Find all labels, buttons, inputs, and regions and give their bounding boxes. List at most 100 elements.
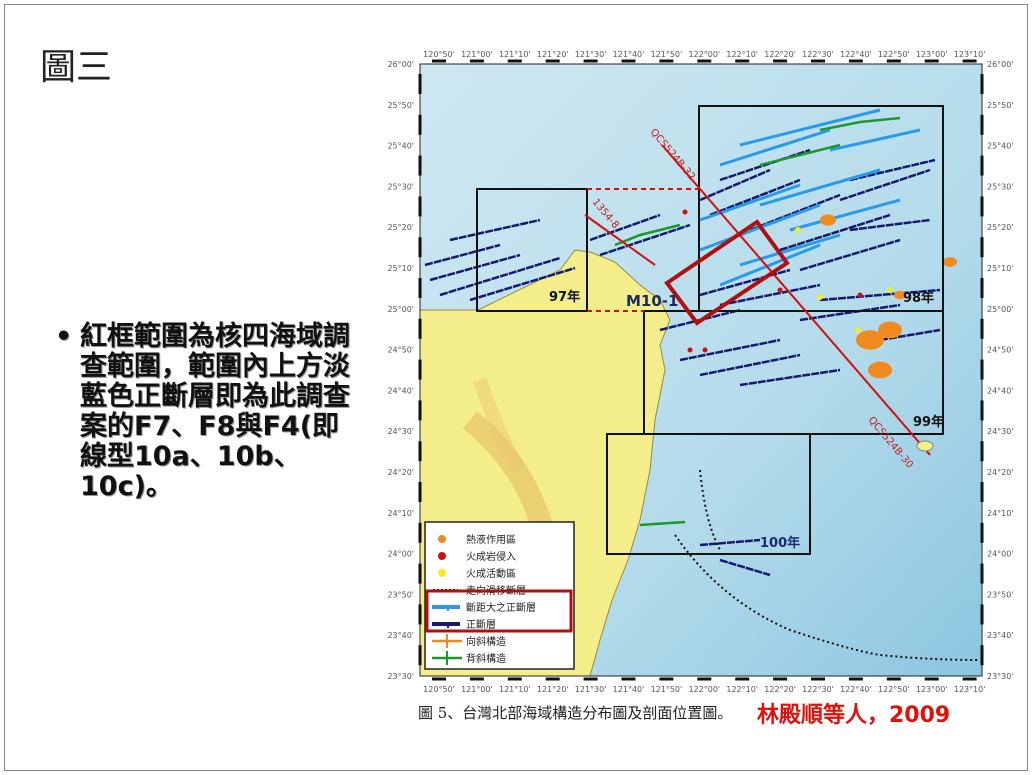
legend-item: 背斜構造 <box>432 651 506 665</box>
longitude-label: 122°40' <box>840 50 872 59</box>
normal-fault <box>699 268 791 297</box>
large-normal-fault <box>739 233 841 267</box>
latitude-label: 25°10' <box>987 264 1014 273</box>
large-normal-fault <box>719 128 831 167</box>
longitude-label: 123°10' <box>954 50 986 59</box>
latitude-label: 25°10' <box>387 264 414 273</box>
normal-fault <box>699 168 771 202</box>
latitude-label: 24°00' <box>987 550 1014 559</box>
normal-fault <box>439 256 561 297</box>
longitude-label: 121°50' <box>651 50 683 59</box>
latitude-label: 24°50' <box>987 346 1014 355</box>
longitude-label: 121°50' <box>651 685 683 694</box>
latitude-label: 23°50' <box>987 590 1014 599</box>
legend-item: 正斷層 <box>432 618 496 631</box>
latitude-label: 24°10' <box>387 509 414 518</box>
normal-fault <box>449 218 541 242</box>
label-98: 98年 <box>903 290 934 306</box>
hydrothermal-zone <box>820 214 836 226</box>
longitude-label: 121°20' <box>537 50 569 59</box>
hydrothermal-zone <box>868 361 892 379</box>
latitude-label: 25°30' <box>387 182 414 191</box>
hydrothermal-zone <box>878 321 902 339</box>
longitude-label: 121°40' <box>613 685 645 694</box>
latitude-label: 23°50' <box>387 590 414 599</box>
slide-title: 圖三 <box>40 47 113 88</box>
normal-fault <box>719 283 821 307</box>
anticline <box>639 520 686 527</box>
latitude-label: 23°40' <box>387 631 414 640</box>
volcanic-zone <box>795 227 801 233</box>
latitude-label: 25°20' <box>987 223 1014 232</box>
longitude-label: 122°10' <box>726 50 758 59</box>
label-97: 97年 <box>549 289 580 305</box>
normal-fault <box>469 266 576 302</box>
igneous-intrusion <box>687 347 693 353</box>
large-normal-fault <box>719 243 821 287</box>
latitude-label: 24°40' <box>987 386 1014 395</box>
legend-label: 熱液作用區 <box>466 533 516 546</box>
longitude-label: 122°30' <box>802 685 834 694</box>
credit: 林殿順等人，2009 <box>757 703 951 728</box>
longitude-label: 123°10' <box>954 685 986 694</box>
hydrothermal-zone <box>856 330 884 350</box>
legend-label: 向斜構造 <box>466 635 506 648</box>
latitude-label: 25°30' <box>987 182 1014 191</box>
legend-highlight <box>425 589 573 633</box>
bullet-text: 紅框範圍為核四海域調查範圍，範圍內上方淡藍色正斷層即為此調查案的F7、F8與F4… <box>80 321 350 502</box>
legend-item: 火成活動區 <box>438 567 516 580</box>
longitude-label: 122°10' <box>726 685 758 694</box>
longitude-label: 123°00' <box>916 50 948 59</box>
survey-box-97 <box>476 188 588 312</box>
normal-fault <box>424 243 501 267</box>
label-99: 99年 <box>913 414 944 430</box>
normal-fault <box>739 368 841 387</box>
seismic-line-qcs524b <box>661 144 931 456</box>
longitude-label: 121°30' <box>575 685 607 694</box>
large-normal-fault <box>829 128 921 152</box>
volcanic-zone <box>855 327 861 333</box>
legend-label: 斷距大之正斷層 <box>466 601 536 614</box>
latitude-label: 25°40' <box>387 142 414 151</box>
igneous-intrusion <box>777 287 783 293</box>
strike-slip-fault <box>674 534 979 661</box>
latitude-label: 25°50' <box>387 101 414 110</box>
normal-fault <box>429 253 521 282</box>
longitude-label: 122°20' <box>764 50 796 59</box>
normal-fault <box>779 213 891 252</box>
latitude-label: 23°30' <box>987 672 1014 681</box>
large-normal-fault <box>759 168 881 207</box>
longitude-label: 122°30' <box>802 50 834 59</box>
latitude-label: 25°40' <box>987 142 1014 151</box>
normal-fault <box>699 538 761 547</box>
normal-fault <box>849 158 936 182</box>
longitude-label: 121°00' <box>461 685 493 694</box>
latitude-label: 26°00' <box>987 60 1014 69</box>
latitude-label: 25°50' <box>987 101 1014 110</box>
latitude-label: 24°30' <box>987 427 1014 436</box>
latitude-label: 25°00' <box>987 305 1014 314</box>
latitude-label: 24°20' <box>987 468 1014 477</box>
normal-fault <box>819 288 941 302</box>
normal-fault <box>699 353 801 377</box>
longitude-label: 121°10' <box>499 685 531 694</box>
longitude-label: 122°00' <box>688 50 720 59</box>
longitude-label: 121°10' <box>499 50 531 59</box>
large-normal-fault <box>789 198 901 232</box>
legend-label: 正斷層 <box>466 618 496 631</box>
latitude-label: 24°30' <box>387 427 414 436</box>
normal-fault <box>799 303 901 322</box>
legend-label: 火成岩侵入 <box>466 550 516 563</box>
latitude-label: 24°10' <box>987 509 1014 518</box>
longitude-label: 120°50' <box>423 50 455 59</box>
latitude-label: 25°00' <box>387 305 414 314</box>
longitude-label: 120°50' <box>423 685 455 694</box>
longitude-label: 122°50' <box>878 685 910 694</box>
latitude-label: 24°20' <box>387 468 414 477</box>
hydrothermal-zone <box>894 290 906 300</box>
figure-caption: 圖 5、台灣北部海域構造分布圖及剖面位置圖。 <box>418 704 733 722</box>
label-m10-1: M10-1 <box>626 292 678 310</box>
bullet-point: • 紅框範圍為核四海域調查範圍，範圍內上方淡藍色正斷層即為此調查案的F7、F8與… <box>55 322 355 502</box>
longitude-label: 121°40' <box>613 50 645 59</box>
